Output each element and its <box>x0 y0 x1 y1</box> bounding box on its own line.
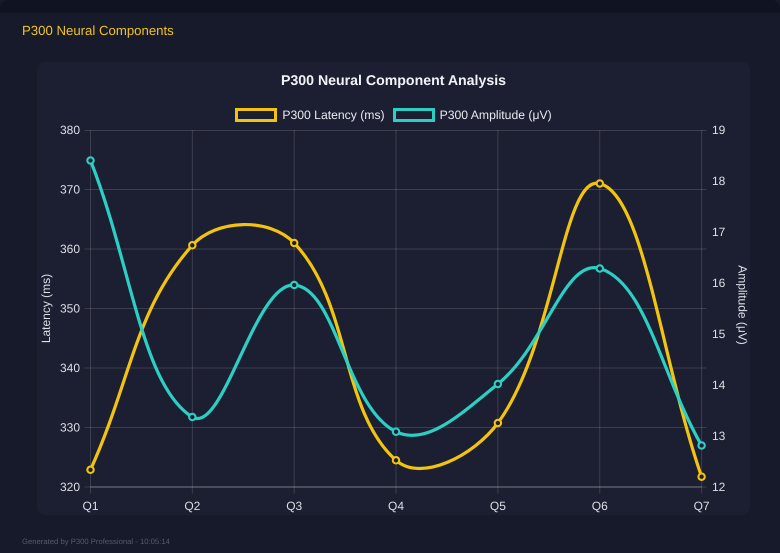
svg-text:330: 330 <box>60 421 80 435</box>
svg-text:Q5: Q5 <box>490 499 506 513</box>
svg-text:340: 340 <box>60 361 80 375</box>
svg-text:320: 320 <box>60 480 80 494</box>
svg-text:370: 370 <box>60 183 80 197</box>
svg-text:Q6: Q6 <box>592 499 608 513</box>
svg-text:16: 16 <box>712 276 726 290</box>
svg-text:17: 17 <box>712 225 726 239</box>
svg-text:Q2: Q2 <box>184 499 200 513</box>
svg-text:Q4: Q4 <box>388 499 404 513</box>
svg-text:13: 13 <box>712 429 726 443</box>
svg-text:360: 360 <box>60 242 80 256</box>
svg-text:350: 350 <box>60 302 80 316</box>
svg-text:380: 380 <box>60 123 80 137</box>
svg-text:18: 18 <box>712 174 726 188</box>
svg-text:19: 19 <box>712 123 726 137</box>
svg-text:15: 15 <box>712 327 726 341</box>
svg-text:Amplitude (μV): Amplitude (μV) <box>736 265 750 345</box>
svg-text:Latency (ms): Latency (ms) <box>39 274 53 343</box>
svg-text:12: 12 <box>712 480 726 494</box>
svg-text:Q3: Q3 <box>286 499 302 513</box>
svg-text:Q7: Q7 <box>694 499 710 513</box>
svg-text:14: 14 <box>712 378 726 392</box>
svg-text:Q1: Q1 <box>82 499 98 513</box>
